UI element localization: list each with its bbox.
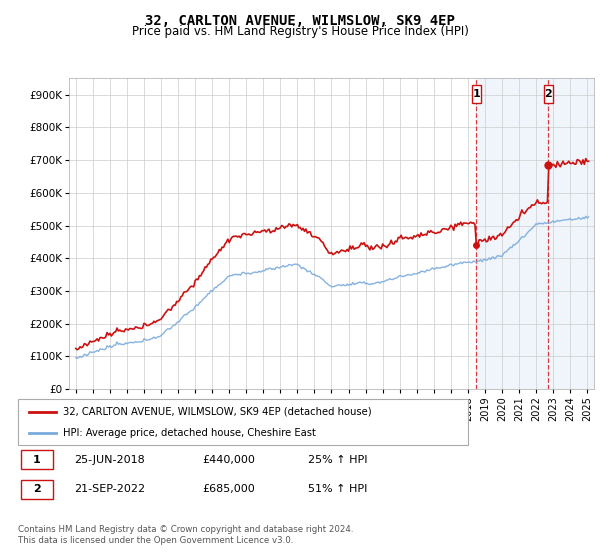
Text: £685,000: £685,000 <box>202 484 255 494</box>
Bar <box>476 78 548 389</box>
Text: 51% ↑ HPI: 51% ↑ HPI <box>308 484 368 494</box>
Text: 2: 2 <box>544 89 552 99</box>
Text: £440,000: £440,000 <box>202 455 255 465</box>
Text: 1: 1 <box>473 89 480 99</box>
Text: HPI: Average price, detached house, Cheshire East: HPI: Average price, detached house, Ches… <box>63 428 316 438</box>
Text: 25% ↑ HPI: 25% ↑ HPI <box>308 455 368 465</box>
Text: 1: 1 <box>33 455 41 465</box>
Text: 21-SEP-2022: 21-SEP-2022 <box>74 484 145 494</box>
Text: Contains HM Land Registry data © Crown copyright and database right 2024.
This d: Contains HM Land Registry data © Crown c… <box>18 525 353 545</box>
Text: 25-JUN-2018: 25-JUN-2018 <box>74 455 145 465</box>
Bar <box>21 450 53 469</box>
Bar <box>548 78 594 389</box>
Bar <box>472 85 481 103</box>
Text: 32, CARLTON AVENUE, WILMSLOW, SK9 4EP: 32, CARLTON AVENUE, WILMSLOW, SK9 4EP <box>145 14 455 28</box>
Bar <box>21 480 53 499</box>
Text: 2: 2 <box>33 484 41 494</box>
Bar <box>544 85 553 103</box>
Text: Price paid vs. HM Land Registry's House Price Index (HPI): Price paid vs. HM Land Registry's House … <box>131 25 469 38</box>
Text: 32, CARLTON AVENUE, WILMSLOW, SK9 4EP (detached house): 32, CARLTON AVENUE, WILMSLOW, SK9 4EP (d… <box>63 407 371 417</box>
